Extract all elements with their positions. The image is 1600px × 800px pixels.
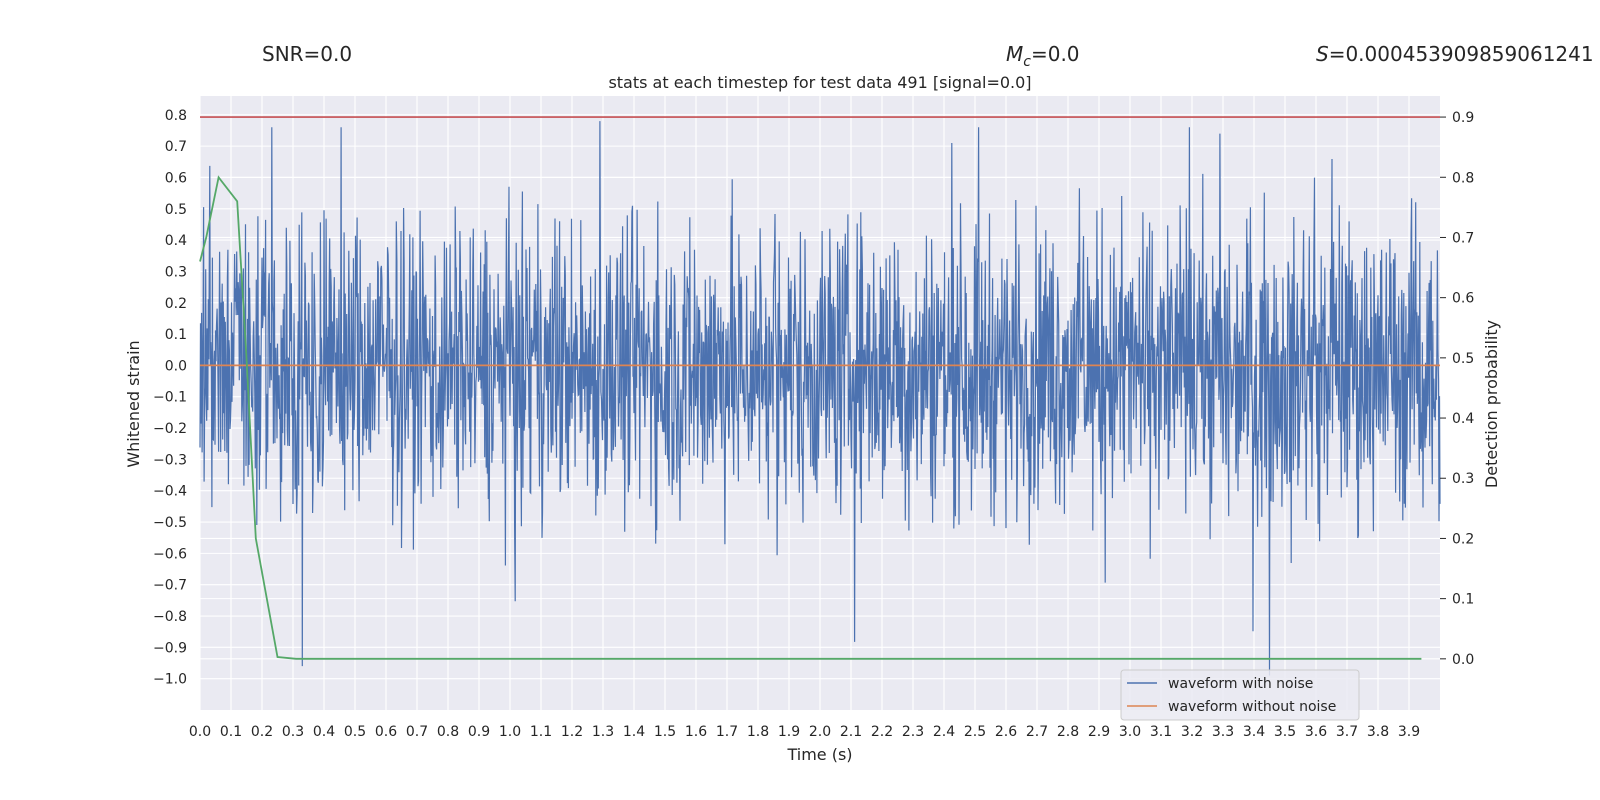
mc-symbol: M [1006,42,1023,66]
y-right-tick-label: 0.8 [1452,170,1474,186]
x-tick-label: 2.5 [964,724,986,740]
x-tick-label: 0.2 [251,724,273,740]
y-left-tick-label: 0.3 [165,264,187,280]
x-tick-label: 3.1 [1150,724,1172,740]
y-left-tick-label: 0.5 [165,202,187,218]
y-left-tick-label: −1.0 [153,672,187,688]
s-symbol: S [1316,42,1329,66]
x-tick-label: 3.2 [1181,724,1203,740]
x-tick-label: 1.0 [499,724,521,740]
x-axis-label: Time (s) [786,745,852,764]
y-right-tick-label: 0.3 [1452,471,1474,487]
y-left-tick-label: −0.7 [153,578,187,594]
y-right-tick-label: 0.0 [1452,652,1474,668]
x-tick-label: 0.6 [375,724,397,740]
x-tick-label: 1.8 [747,724,769,740]
y-left-tick-label: 0.0 [165,358,187,374]
x-tick-label: 0.8 [437,724,459,740]
plot-area [199,116,1441,676]
x-tick-label: 0.4 [313,724,335,740]
y-left-tick-label: −0.9 [153,640,187,656]
x-tick-label: 3.8 [1367,724,1389,740]
y-right-tick-label: 0.4 [1452,411,1474,427]
y-left-tick-label: 0.7 [165,139,187,155]
x-tick-label: 1.6 [685,724,707,740]
x-tick-label: 2.6 [995,724,1017,740]
x-tick-label: 1.5 [654,724,676,740]
x-tick-label: 1.3 [592,724,614,740]
y-left-tick-label: −0.3 [153,452,187,468]
y-axis-right-label: Detection probability [1482,320,1501,488]
y-left-tick-label: −0.5 [153,515,187,531]
x-tick-label: 3.9 [1398,724,1420,740]
x-tick-label: 2.9 [1088,724,1110,740]
y-right-tick-label: 0.1 [1452,592,1474,608]
y-left-tick-label: 0.1 [165,327,187,343]
y-left-tick-label: −0.4 [153,484,187,500]
x-tick-label: 0.5 [344,724,366,740]
y-left-tick-label: 0.2 [165,296,187,312]
y-axis-left-label: Whitened strain [124,340,143,467]
series-detection-probability [199,175,1422,660]
x-tick-label: 1.2 [561,724,583,740]
y-axis-right-ticks: 0.9 0.8 0.7 0.6 0.5 0.4 0.3 0.2 0.1 0.0 [1440,110,1474,668]
x-tick-label: 2.2 [871,724,893,740]
y-right-tick-label: 0.7 [1452,230,1474,246]
y-left-tick-label: −0.1 [153,390,187,406]
x-tick-label: 1.4 [623,724,645,740]
x-tick-label: 0.0 [189,724,211,740]
legend-label-noise: waveform with noise [1168,676,1313,692]
y-right-tick-label: 0.2 [1452,531,1474,547]
x-tick-label: 3.4 [1243,724,1265,740]
x-tick-label: 0.9 [468,724,490,740]
legend: waveform with noise waveform without noi… [1120,669,1360,721]
legend-label-clean: waveform without noise [1168,699,1336,715]
mc-value: =0.0 [1031,42,1080,66]
chart-title: stats at each timestep for test data 491… [608,73,1031,92]
x-tick-label: 3.7 [1336,724,1358,740]
x-tick-label: 3.0 [1119,724,1141,740]
x-axis-ticks: 0.0 0.1 0.2 0.3 0.4 0.5 0.6 0.7 0.8 0.9 1.0 1.1 1.2 1… [189,724,1420,740]
y-left-tick-label: −0.6 [153,546,187,562]
x-tick-label: 0.1 [220,724,242,740]
s-stat: S=0.000453909859061241 [1316,42,1594,66]
y-axis-left-ticks: 0.8 0.7 0.6 0.5 0.4 0.3 0.2 0.1 0.0 −0.1 −0.2 −0.3 −… [153,108,187,688]
x-tick-label: 2.4 [933,724,955,740]
snr-stat: SNR=0.0 [262,42,352,66]
y-right-tick-label: 0.6 [1452,291,1474,307]
x-tick-label: 2.8 [1057,724,1079,740]
series-waveform-with-noise [199,121,1441,676]
x-tick-label: 2.7 [1026,724,1048,740]
y-left-tick-label: −0.8 [153,609,187,625]
x-tick-label: 2.0 [809,724,831,740]
y-right-tick-label: 0.9 [1452,110,1474,126]
s-value: =0.000453909859061241 [1329,42,1594,66]
y-left-tick-label: 0.8 [165,108,187,124]
x-tick-label: 2.3 [902,724,924,740]
mc-stat: Mc=0.0 [1006,42,1080,70]
y-left-tick-label: −0.2 [153,421,187,437]
y-right-tick-label: 0.5 [1452,351,1474,367]
mc-subscript: c [1023,54,1031,70]
y-left-tick-label: 0.4 [165,233,187,249]
x-tick-label: 3.3 [1212,724,1234,740]
x-tick-label: 3.6 [1305,724,1327,740]
x-tick-label: 0.7 [406,724,428,740]
x-tick-label: 1.7 [716,724,738,740]
x-tick-label: 3.5 [1274,724,1296,740]
x-tick-label: 2.1 [840,724,862,740]
x-tick-label: 1.1 [530,724,552,740]
y-left-tick-label: 0.6 [165,170,187,186]
x-tick-label: 0.3 [282,724,304,740]
x-tick-label: 1.9 [778,724,800,740]
legend-box [1120,669,1360,721]
